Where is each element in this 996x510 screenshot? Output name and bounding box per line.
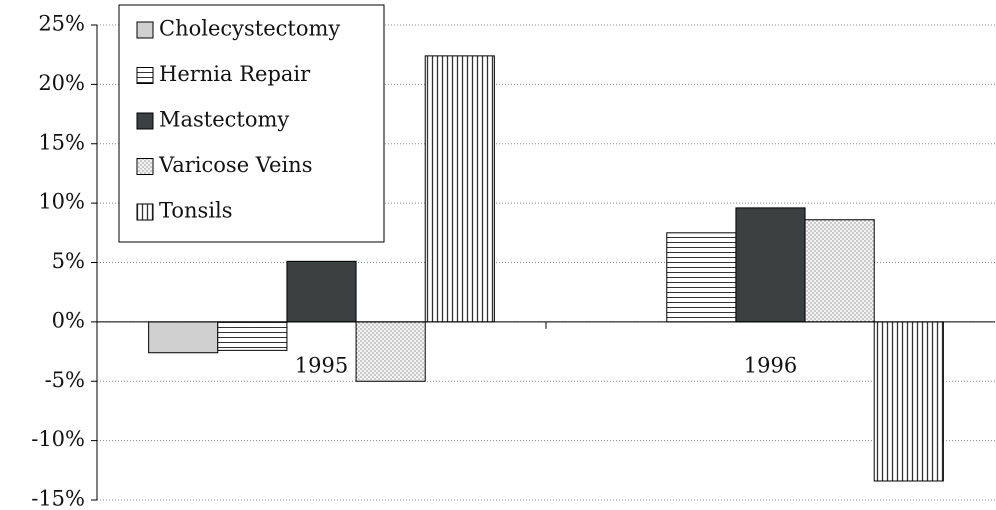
bar	[873, 321, 944, 482]
y-tick-label: 25%	[38, 12, 85, 36]
legend-swatch	[136, 203, 154, 221]
y-tick-label: 20%	[38, 71, 85, 95]
y-tick-label: -10%	[31, 427, 85, 451]
bar	[217, 321, 288, 351]
bar	[286, 260, 357, 323]
legend-swatch	[136, 67, 154, 84]
legend-label: Varicose Veins	[158, 153, 312, 177]
bar	[424, 55, 495, 323]
legend-swatch	[136, 21, 154, 39]
bar	[735, 207, 806, 323]
legend-label: Hernia Repair	[159, 62, 311, 86]
bar	[355, 321, 426, 382]
x-tick-label: 1996	[744, 353, 797, 377]
legend-label: Cholecystectomy	[159, 17, 340, 41]
y-tick-label: 10%	[38, 190, 85, 214]
legend-box	[118, 4, 385, 243]
y-tick-label: -15%	[31, 487, 85, 510]
x-tick-label: 1995	[295, 353, 348, 377]
legend-swatch	[136, 158, 154, 175]
y-tick-label: 0%	[52, 308, 85, 332]
y-tick-label: 5%	[52, 249, 85, 273]
legend-swatch	[136, 112, 154, 130]
bar	[804, 219, 875, 323]
bar	[148, 321, 219, 354]
legend-label: Tonsils	[159, 199, 233, 223]
y-tick-label: 15%	[38, 130, 85, 154]
bar	[666, 232, 737, 323]
y-tick-label: -5%	[45, 368, 85, 392]
legend-label: Mastectomy	[159, 108, 289, 132]
